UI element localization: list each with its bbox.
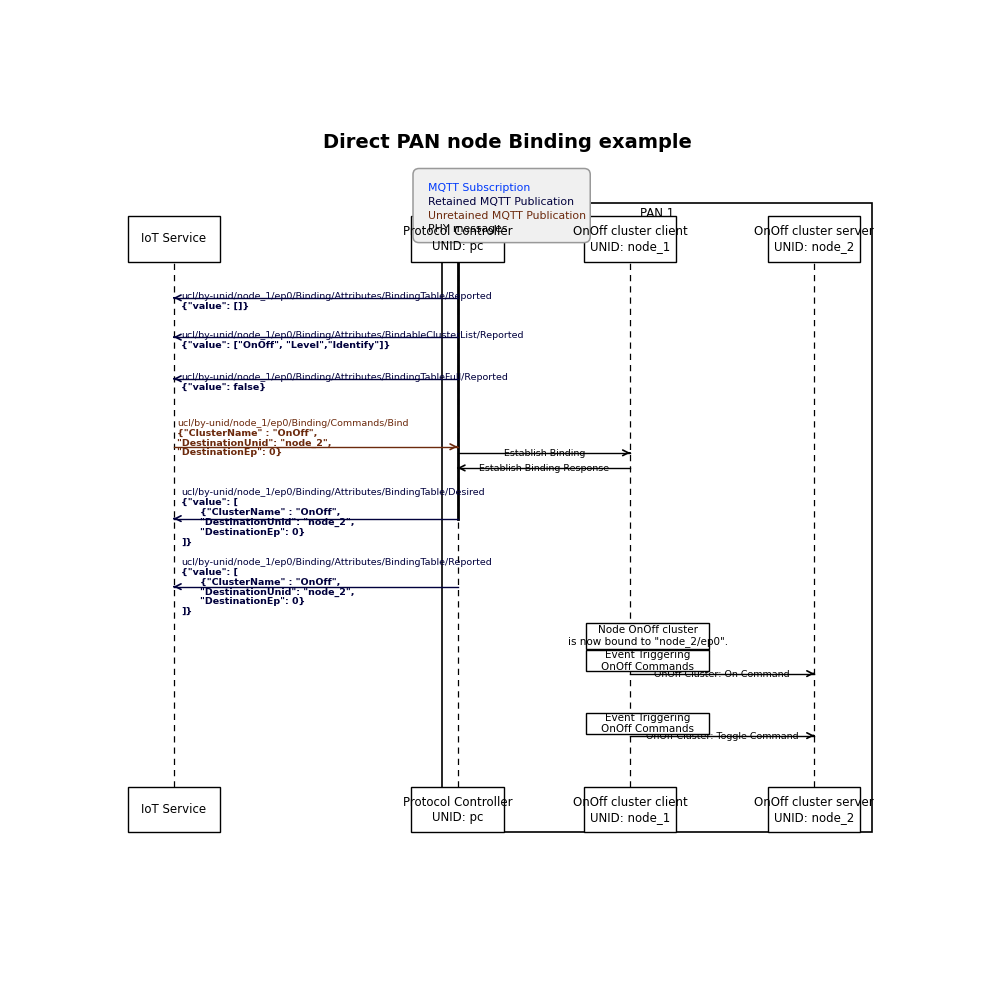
Text: "DestinationEp": 0}: "DestinationEp": 0} (200, 527, 306, 537)
Text: "DestinationUnid": "node_2",: "DestinationUnid": "node_2", (177, 438, 332, 448)
Bar (128, 216, 220, 261)
Text: "DestinationEp": 0}: "DestinationEp": 0} (177, 448, 283, 458)
Text: Establish Binding Response: Establish Binding Response (479, 464, 609, 473)
Bar (768, 216, 860, 261)
Bar (584, 216, 676, 261)
FancyBboxPatch shape (413, 169, 590, 243)
Text: OnOff cluster client
UNID: node_1: OnOff cluster client UNID: node_1 (573, 795, 687, 824)
Text: "DestinationUnid": "node_2",: "DestinationUnid": "node_2", (200, 518, 355, 527)
Text: {"value": [: {"value": [ (181, 568, 239, 576)
Text: ucl/by-unid/node_1/ep0/Binding/Attributes/BindingTable/Reported: ucl/by-unid/node_1/ep0/Binding/Attribute… (181, 292, 492, 300)
Bar (584, 787, 676, 833)
Text: IoT Service: IoT Service (141, 233, 206, 246)
Bar (412, 216, 504, 261)
Text: {"value": ["OnOff", "Level","Identify"]}: {"value": ["OnOff", "Level","Identify"]} (181, 341, 391, 350)
Text: ]}: ]} (181, 607, 192, 616)
Text: {"ClusterName" : "OnOff",: {"ClusterName" : "OnOff", (177, 428, 318, 438)
Text: Unretained MQTT Publication: Unretained MQTT Publication (429, 211, 586, 221)
Text: {"ClusterName" : "OnOff",: {"ClusterName" : "OnOff", (200, 508, 341, 517)
Text: "DestinationUnid": "node_2",: "DestinationUnid": "node_2", (200, 587, 355, 596)
Text: {"value": [: {"value": [ (181, 498, 239, 507)
Text: OnOff cluster server
UNID: node_2: OnOff cluster server UNID: node_2 (754, 795, 874, 824)
Text: Retained MQTT Publication: Retained MQTT Publication (429, 197, 574, 207)
Text: ucl/by-unid/node_1/ep0/Binding/Attributes/BindingTable/Reported: ucl/by-unid/node_1/ep0/Binding/Attribute… (181, 558, 492, 567)
Text: Node OnOff cluster
is now bound to "node_2/ep0".: Node OnOff cluster is now bound to "node… (567, 625, 728, 647)
Text: Event Triggering
OnOff Commands: Event Triggering OnOff Commands (601, 650, 694, 672)
Bar (586, 623, 709, 649)
Text: OnOff Cluster: On Command: OnOff Cluster: On Command (654, 670, 790, 679)
Text: OnOff cluster client
UNID: node_1: OnOff cluster client UNID: node_1 (573, 225, 687, 252)
Text: Protocol Controller
UNID: pc: Protocol Controller UNID: pc (403, 795, 512, 824)
Text: OnOff Cluster: Toggle Command: OnOff Cluster: Toggle Command (645, 732, 799, 740)
Text: IoT Service: IoT Service (141, 803, 206, 816)
Text: ucl/by-unid/node_1/ep0/Binding/Attributes/BindingTableFull/Reported: ucl/by-unid/node_1/ep0/Binding/Attribute… (181, 372, 508, 382)
Text: Event Triggering
OnOff Commands: Event Triggering OnOff Commands (601, 713, 694, 735)
Bar (443, 203, 872, 833)
Text: ]}: ]} (181, 537, 192, 547)
Text: {"value": false}: {"value": false} (181, 383, 266, 392)
Bar (768, 787, 860, 833)
Text: PAN 1: PAN 1 (640, 207, 674, 220)
Text: Protocol Controller
UNID: pc: Protocol Controller UNID: pc (403, 225, 512, 252)
Text: OnOff cluster server
UNID: node_2: OnOff cluster server UNID: node_2 (754, 225, 874, 252)
Bar (586, 650, 709, 672)
Bar (128, 787, 220, 833)
Text: Direct PAN node Binding example: Direct PAN node Binding example (323, 134, 692, 152)
Text: Establish Binding: Establish Binding (504, 449, 585, 458)
Text: PHY messages: PHY messages (429, 225, 508, 235)
Text: {"ClusterName" : "OnOff",: {"ClusterName" : "OnOff", (200, 577, 341, 586)
Text: {"value": []}: {"value": []} (181, 301, 249, 310)
Bar (586, 713, 709, 735)
Text: ucl/by-unid/node_1/ep0/Binding/Attributes/BindingTable/Desired: ucl/by-unid/node_1/ep0/Binding/Attribute… (181, 488, 485, 497)
Bar (412, 787, 504, 833)
Text: "DestinationEp": 0}: "DestinationEp": 0} (200, 597, 306, 606)
Text: ucl/by-unid/node_1/ep0/Binding/Attributes/BindableClusterList/Reported: ucl/by-unid/node_1/ep0/Binding/Attribute… (181, 331, 524, 340)
Text: ucl/by-unid/node_1/ep0/Binding/Commands/Bind: ucl/by-unid/node_1/ep0/Binding/Commands/… (177, 418, 409, 428)
Text: MQTT Subscription: MQTT Subscription (429, 184, 531, 193)
